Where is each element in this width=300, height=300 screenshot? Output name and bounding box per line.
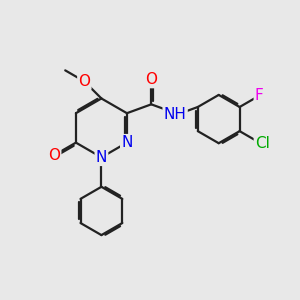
Text: Cl: Cl xyxy=(255,136,270,151)
Text: O: O xyxy=(145,72,157,87)
Text: O: O xyxy=(78,74,90,89)
Text: N: N xyxy=(121,135,133,150)
Text: O: O xyxy=(48,148,60,163)
Text: F: F xyxy=(255,88,263,103)
Text: N: N xyxy=(96,150,107,165)
Text: NH: NH xyxy=(164,107,187,122)
